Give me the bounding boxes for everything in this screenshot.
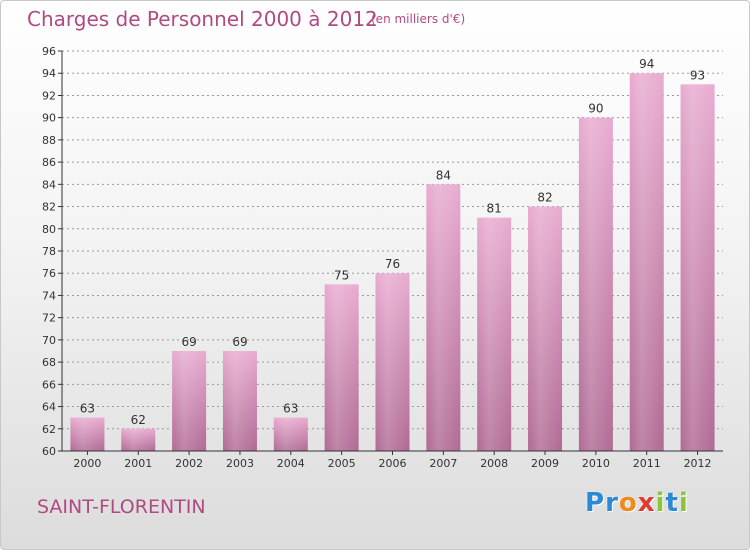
bar-value-label: 62 [131, 413, 146, 427]
y-tick-label: 76 [42, 267, 56, 280]
bar-gloss [324, 284, 359, 451]
x-tick-label: 2001 [124, 457, 152, 470]
bar-gloss [375, 273, 410, 451]
y-tick-label: 90 [42, 112, 56, 125]
bar-value-label: 63 [283, 402, 298, 416]
y-tick-label: 78 [42, 245, 56, 258]
logo-letter: x [637, 488, 656, 518]
bar-gloss [121, 428, 156, 451]
y-tick-label: 68 [42, 356, 56, 369]
bar-gloss [273, 417, 308, 451]
bar-gloss [172, 351, 207, 451]
bar-value-label: 69 [181, 335, 196, 349]
y-tick-label: 70 [42, 334, 56, 347]
y-tick-label: 96 [42, 45, 56, 58]
x-tick-label: 2005 [328, 457, 356, 470]
y-tick-label: 66 [42, 378, 56, 391]
bar-value-label: 84 [436, 168, 451, 182]
y-tick-label: 72 [42, 312, 56, 325]
logo-letter: r [605, 488, 619, 518]
bar-value-label: 93 [690, 68, 705, 82]
logo-letter: o [618, 488, 638, 518]
y-tick-label: 64 [42, 401, 56, 414]
y-tick-label: 60 [42, 445, 56, 458]
chart-title: Charges de Personnel 2000 à 2012 [27, 7, 378, 31]
bar-gloss [528, 206, 563, 451]
y-tick-label: 88 [42, 134, 56, 147]
bar-gloss [70, 417, 105, 451]
bar-gloss [680, 84, 715, 451]
x-tick-label: 2012 [684, 457, 712, 470]
y-tick-label: 80 [42, 223, 56, 236]
x-tick-label: 2008 [480, 457, 508, 470]
bar-value-label: 94 [639, 57, 654, 71]
y-tick-label: 84 [42, 178, 56, 191]
y-tick-label: 62 [42, 423, 56, 436]
logo-letter: t [665, 488, 679, 518]
y-tick-label: 74 [42, 289, 56, 302]
logo-letter: i [655, 488, 666, 518]
y-tick-label: 92 [42, 89, 56, 102]
logo-letter: i [678, 488, 689, 518]
bar-value-label: 75 [334, 268, 349, 282]
y-tick-label: 94 [42, 67, 56, 80]
x-tick-label: 2000 [73, 457, 101, 470]
x-tick-label: 2009 [531, 457, 559, 470]
proxiti-logo: Proxiti [585, 488, 689, 518]
bar-value-label: 63 [80, 402, 95, 416]
bar-gloss [222, 351, 257, 451]
bar-value-label: 82 [537, 191, 552, 205]
bar-value-label: 81 [487, 202, 502, 216]
x-tick-label: 2011 [633, 457, 661, 470]
bar-gloss [629, 73, 664, 451]
bar-value-label: 69 [232, 335, 247, 349]
bar-value-label: 90 [588, 102, 603, 116]
x-tick-label: 2007 [429, 457, 457, 470]
x-tick-label: 2010 [582, 457, 610, 470]
x-tick-label: 2003 [226, 457, 254, 470]
y-tick-label: 82 [42, 201, 56, 214]
logo-letter: P [585, 488, 606, 518]
x-tick-label: 2004 [277, 457, 305, 470]
bar-gloss [426, 184, 461, 452]
bar-gloss [477, 217, 512, 451]
x-tick-label: 2002 [175, 457, 203, 470]
bar-value-label: 76 [385, 257, 400, 271]
y-tick-label: 86 [42, 156, 56, 169]
chart-subtitle: (en milliers d'€) [371, 12, 466, 26]
city-name: SAINT-FLORENTIN [37, 496, 206, 518]
bar-gloss [578, 117, 613, 452]
x-tick-label: 2006 [379, 457, 407, 470]
